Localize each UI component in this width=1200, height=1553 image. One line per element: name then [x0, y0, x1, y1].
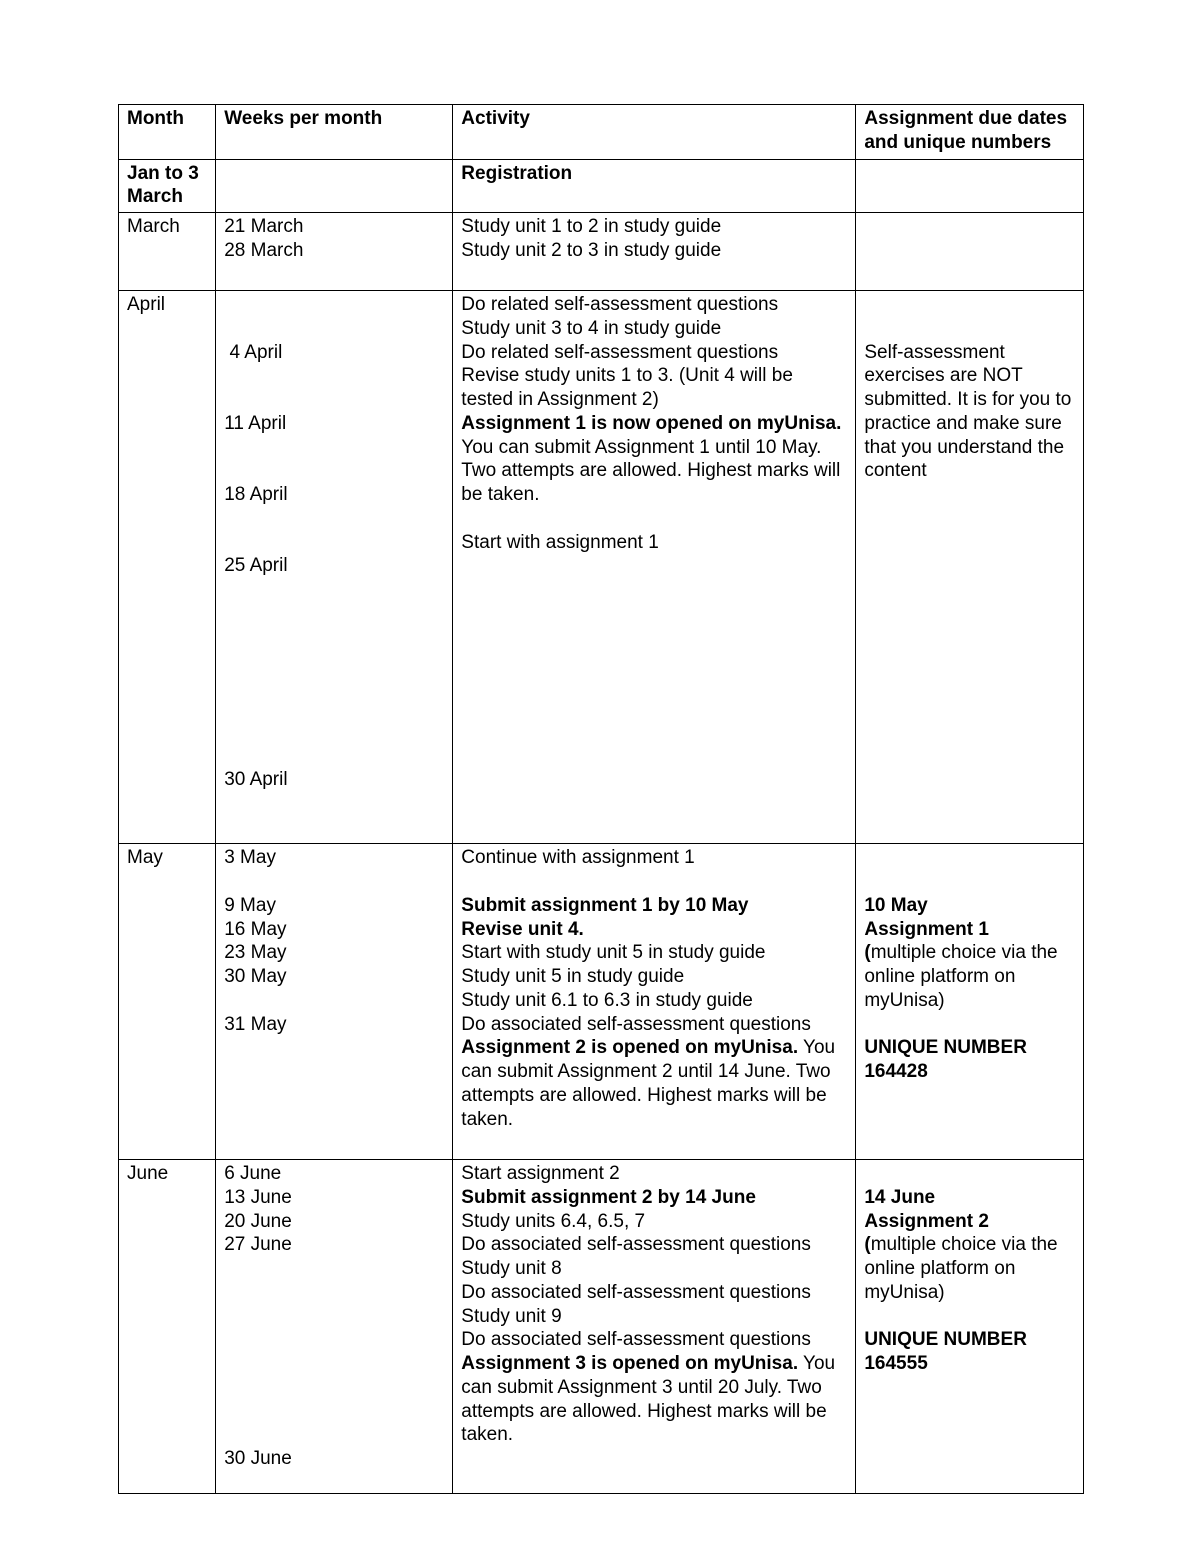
activity-line: Do related self-assessment questions	[461, 341, 847, 365]
activity-line: Start with study unit 5 in study guide	[461, 941, 847, 965]
activity-line: Submit assignment 1 by 10 May	[461, 894, 847, 918]
activity-line: Study unit 3 to 4 in study guide	[461, 317, 847, 341]
due-method: (multiple choice via the online platform…	[864, 1233, 1075, 1304]
week-date: 20 June	[224, 1210, 444, 1234]
cell-activity: Study unit 1 to 2 in study guide Study u…	[453, 212, 856, 290]
assignment1-open: Assignment 1 is now opened on myUnisa.	[461, 413, 841, 434]
activity-line: Study unit 2 to 3 in study guide	[461, 239, 847, 263]
due-assignment: Assignment 2	[864, 1210, 1075, 1234]
activity-line: Study units 6.4, 6.5, 7	[461, 1210, 847, 1234]
week-date: 28 March	[224, 239, 444, 263]
week-date: 13 June	[224, 1186, 444, 1210]
assignment2-open: Assignment 2 is opened on myUnisa.	[461, 1037, 798, 1058]
cell-month: Jan to 3 March	[119, 159, 216, 212]
activity-line: Assignment 2 is opened on myUnisa. You c…	[461, 1036, 847, 1131]
week-date: 6 June	[224, 1162, 444, 1186]
week-date: 30 June	[224, 1447, 444, 1471]
week-date: 30 April	[224, 768, 444, 792]
due-method: (multiple choice via the online platform…	[864, 941, 1075, 1012]
week-date: 18 April	[224, 483, 444, 507]
cell-activity: Start assignment 2 Submit assignment 2 b…	[453, 1160, 856, 1494]
month-label: Jan to 3 March	[127, 162, 207, 208]
activity-line: Start assignment 2	[461, 1162, 847, 1186]
activity-line: Study unit 1 to 2 in study guide	[461, 215, 847, 239]
activity-line: Study unit 9	[461, 1305, 847, 1329]
due-assignment: Assignment 1	[864, 918, 1075, 942]
week-date: 23 May	[224, 941, 444, 965]
week-date: 16 May	[224, 918, 444, 942]
cell-month: April	[119, 291, 216, 844]
unique-number: UNIQUE NUMBER 164428	[864, 1036, 1075, 1084]
cell-activity: Registration	[453, 159, 856, 212]
table-row: Jan to 3 March Registration	[119, 159, 1084, 212]
due-date: 10 May	[864, 894, 1075, 918]
cell-activity: Do related self-assessment questions Stu…	[453, 291, 856, 844]
week-date: 30 May	[224, 965, 444, 989]
month-label: March	[127, 215, 207, 238]
activity-line: Do associated self-assessment questions	[461, 1281, 847, 1305]
cell-due: 14 June Assignment 2 (multiple choice vi…	[856, 1160, 1084, 1494]
page: Month Weeks per month Activity Assignmen…	[0, 0, 1200, 1553]
activity-line: Do associated self-assessment questions	[461, 1328, 847, 1352]
week-date: 11 April	[224, 412, 444, 436]
col-due: Assignment due dates and unique numbers	[856, 105, 1084, 160]
month-label: May	[127, 846, 207, 869]
week-date: 27 June	[224, 1233, 444, 1257]
schedule-table: Month Weeks per month Activity Assignmen…	[118, 104, 1084, 1494]
cell-month: March	[119, 212, 216, 290]
cell-weeks	[216, 159, 453, 212]
cell-due: 10 May Assignment 1 (multiple choice via…	[856, 844, 1084, 1160]
activity-line: Do associated self-assessment questions	[461, 1013, 847, 1037]
month-label: June	[127, 1162, 207, 1185]
cell-month: May	[119, 844, 216, 1160]
activity-line: Submit assignment 2 by 14 June	[461, 1186, 847, 1210]
activity-line: Study unit 8	[461, 1257, 847, 1281]
activity-line: Assignment 3 is opened on myUnisa. You c…	[461, 1352, 847, 1447]
week-date: 21 March	[224, 215, 444, 239]
week-date: 9 May	[224, 894, 444, 918]
assignment1-detail: You can submit Assignment 1 until 10 May…	[461, 437, 840, 506]
week-date: 4 April	[224, 341, 444, 365]
activity-line: Study unit 6.1 to 6.3 in study guide	[461, 989, 847, 1013]
activity-line: Do associated self-assessment questions	[461, 1233, 847, 1257]
activity-line: Start with assignment 1	[461, 531, 847, 555]
table-row: June 6 June 13 June 20 June 27 June 30 J…	[119, 1160, 1084, 1494]
col-month: Month	[119, 105, 216, 160]
activity-line: Do related self-assessment questions	[461, 293, 847, 317]
col-activity: Activity	[453, 105, 856, 160]
table-header-row: Month Weeks per month Activity Assignmen…	[119, 105, 1084, 160]
cell-weeks: 3 May 9 May 16 May 23 May 30 May 31 May	[216, 844, 453, 1160]
due-date: 14 June	[864, 1186, 1075, 1210]
activity-registration: Registration	[461, 162, 847, 186]
unique-number: UNIQUE NUMBER 164555	[864, 1328, 1075, 1376]
activity-line: Continue with assignment 1	[461, 846, 847, 870]
assignment3-open: Assignment 3 is opened on myUnisa.	[461, 1353, 798, 1374]
cell-weeks: 6 June 13 June 20 June 27 June 30 June	[216, 1160, 453, 1494]
table-row: April 4 April 11 April 18 April 25 April…	[119, 291, 1084, 844]
month-label: April	[127, 293, 207, 316]
table-row: May 3 May 9 May 16 May 23 May 30 May 31 …	[119, 844, 1084, 1160]
cell-month: June	[119, 1160, 216, 1494]
cell-due: Self-assessment exercises are NOT submit…	[856, 291, 1084, 844]
activity-line: Assignment 1 is now opened on myUnisa. Y…	[461, 412, 847, 507]
activity-line: Revise unit 4.	[461, 918, 847, 942]
cell-due	[856, 212, 1084, 290]
activity-line: Study unit 5 in study guide	[461, 965, 847, 989]
week-date: 25 April	[224, 554, 444, 578]
cell-due	[856, 159, 1084, 212]
due-note: Self-assessment exercises are NOT submit…	[864, 341, 1075, 484]
activity-line: Revise study units 1 to 3. (Unit 4 will …	[461, 364, 847, 412]
week-date: 3 May	[224, 846, 444, 870]
cell-weeks: 4 April 11 April 18 April 25 April 30 Ap…	[216, 291, 453, 844]
col-weeks: Weeks per month	[216, 105, 453, 160]
cell-weeks: 21 March 28 March	[216, 212, 453, 290]
cell-activity: Continue with assignment 1 Submit assign…	[453, 844, 856, 1160]
week-date: 31 May	[224, 1013, 444, 1037]
table-row: March 21 March 28 March Study unit 1 to …	[119, 212, 1084, 290]
